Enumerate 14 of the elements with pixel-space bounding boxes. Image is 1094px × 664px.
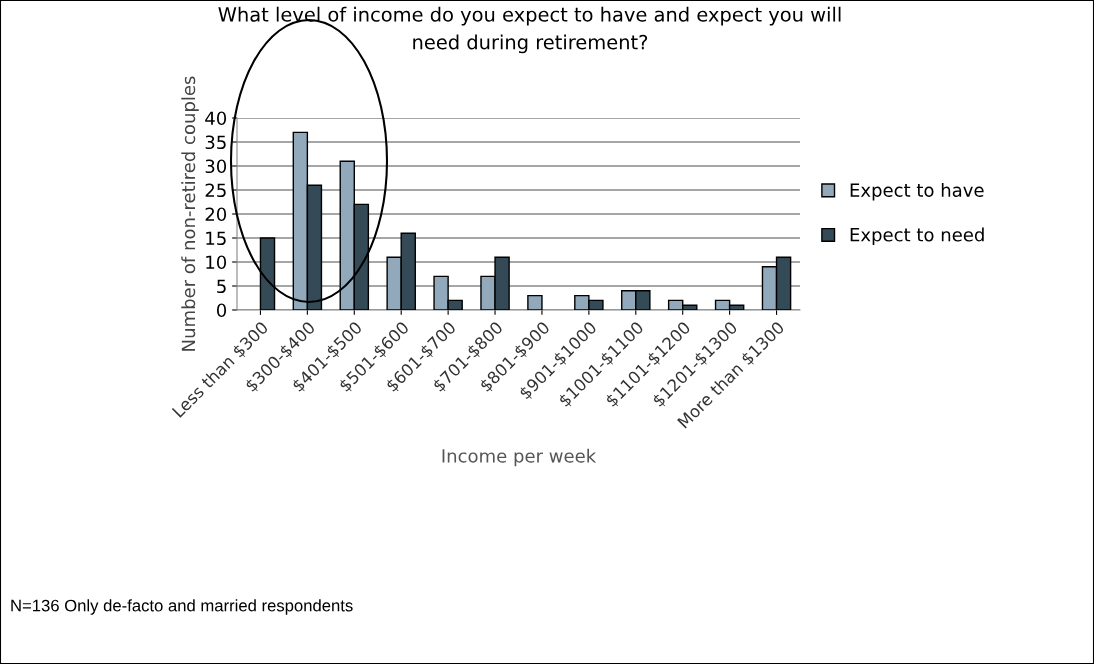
x-axis-title: Income per week <box>442 448 597 467</box>
y-axis-title: Number of non-retired couples <box>181 76 199 351</box>
y-tick-label: 10 <box>206 255 227 270</box>
y-tick-label: 30 <box>205 159 227 174</box>
legend-label: Expect to have <box>850 182 984 201</box>
y-tick-label: 35 <box>205 135 226 150</box>
legend-label: Expect to need <box>850 227 984 246</box>
y-tick-label: 5 <box>217 279 226 294</box>
y-tick-label: 0 <box>216 303 227 318</box>
y-tick-label: 15 <box>206 231 226 246</box>
y-tick-label: 25 <box>205 183 226 198</box>
text: N=136 Only de-facto and married respondents <box>11 599 353 615</box>
y-tick-label: 20 <box>205 207 227 222</box>
y-tick-label: 40 <box>205 111 227 126</box>
